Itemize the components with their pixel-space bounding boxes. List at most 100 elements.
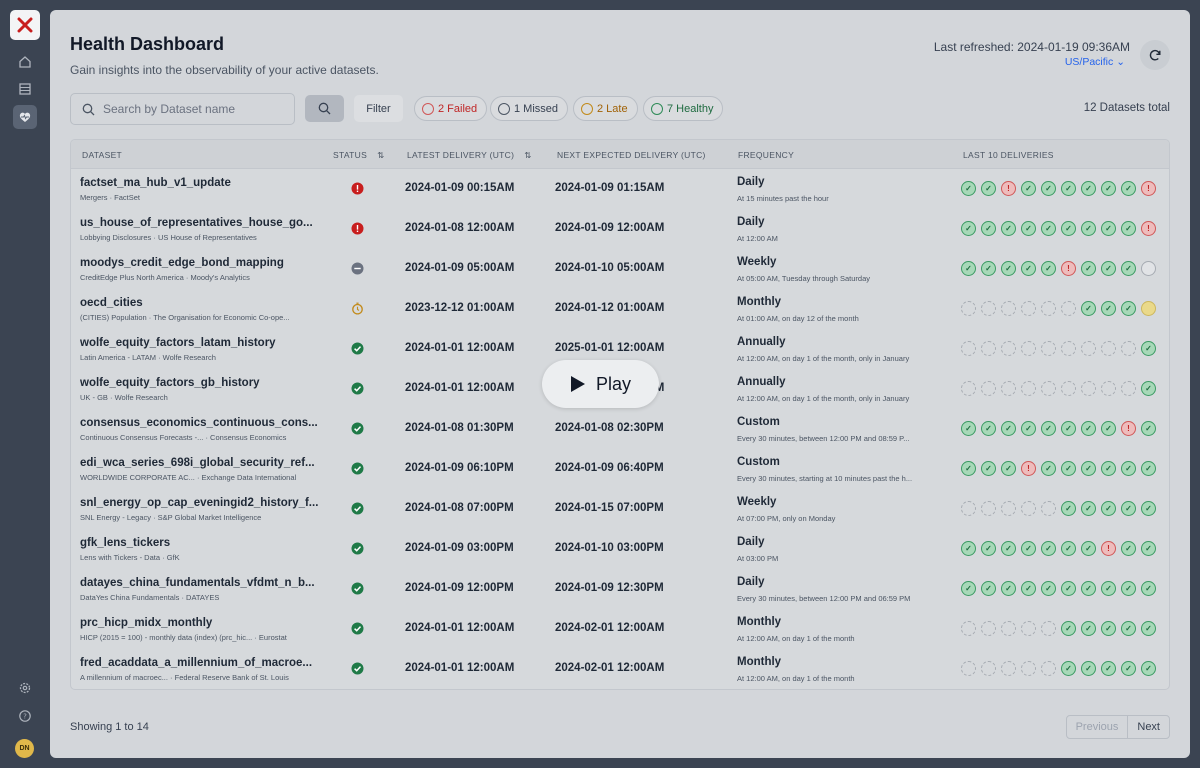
delivery-ok-icon[interactable]: ✓	[1081, 621, 1096, 636]
delivery-empty-icon[interactable]	[961, 341, 976, 356]
delivery-ok-icon[interactable]: ✓	[1061, 581, 1076, 596]
delivery-ok-icon[interactable]: ✓	[1001, 461, 1016, 476]
delivery-ok-icon[interactable]: ✓	[1121, 621, 1136, 636]
delivery-empty-icon[interactable]	[961, 301, 976, 316]
delivery-ok-icon[interactable]: ✓	[1141, 341, 1156, 356]
delivery-ok-icon[interactable]: ✓	[961, 461, 976, 476]
delivery-empty-icon[interactable]	[981, 501, 996, 516]
search-button[interactable]	[305, 95, 344, 122]
delivery-empty-icon[interactable]	[1081, 341, 1096, 356]
delivery-ok-icon[interactable]: ✓	[1141, 461, 1156, 476]
delivery-empty-icon[interactable]	[1041, 661, 1056, 676]
delivery-empty-icon[interactable]	[1061, 341, 1076, 356]
delivery-empty-icon[interactable]	[1001, 301, 1016, 316]
chip-missed[interactable]: 1 Missed	[490, 96, 569, 121]
table-row[interactable]: datayes_china_fundamentals_vfdmt_n_b... D…	[71, 569, 1169, 609]
delivery-ok-icon[interactable]: ✓	[1121, 221, 1136, 236]
table-row[interactable]: gfk_lens_tickers Lens with Tickers - Data…	[71, 529, 1169, 569]
delivery-empty-icon[interactable]	[1021, 301, 1036, 316]
delivery-empty-icon[interactable]	[961, 501, 976, 516]
delivery-ok-icon[interactable]: ✓	[1061, 621, 1076, 636]
delivery-empty-icon[interactable]	[1021, 661, 1036, 676]
delivery-ok-icon[interactable]: ✓	[1121, 181, 1136, 196]
delivery-ok-icon[interactable]: ✓	[1121, 301, 1136, 316]
delivery-ok-icon[interactable]: ✓	[1081, 301, 1096, 316]
delivery-ok-icon[interactable]: ✓	[961, 221, 976, 236]
delivery-empty-icon[interactable]	[981, 381, 996, 396]
table-row[interactable]: wolfe_equity_factors_latam_history Latin …	[71, 329, 1169, 369]
delivery-fail-icon[interactable]: !	[1021, 461, 1036, 476]
delivery-ok-icon[interactable]: ✓	[1121, 581, 1136, 596]
delivery-ok-icon[interactable]: ✓	[1001, 581, 1016, 596]
delivery-ok-icon[interactable]: ✓	[1101, 421, 1116, 436]
chip-healthy[interactable]: 7 Healthy	[643, 96, 724, 121]
delivery-ok-icon[interactable]: ✓	[961, 421, 976, 436]
delivery-ok-icon[interactable]: ✓	[981, 221, 996, 236]
table-row[interactable]: oecd_cities (CITIES) Population · The Org…	[71, 289, 1169, 329]
delivery-ok-icon[interactable]: ✓	[1041, 581, 1056, 596]
delivery-ok-icon[interactable]: ✓	[1081, 661, 1096, 676]
delivery-empty-icon[interactable]	[1001, 381, 1016, 396]
delivery-ok-icon[interactable]: ✓	[981, 581, 996, 596]
delivery-late-icon[interactable]	[1141, 301, 1156, 316]
delivery-empty-icon[interactable]	[1041, 341, 1056, 356]
settings-gear-icon[interactable]	[13, 676, 37, 700]
delivery-ok-icon[interactable]: ✓	[1101, 221, 1116, 236]
delivery-ok-icon[interactable]: ✓	[1121, 541, 1136, 556]
delivery-empty-icon[interactable]	[1101, 381, 1116, 396]
dataset-name[interactable]: fred_acaddata_a_millennium_of_macroe...	[80, 657, 313, 669]
delivery-empty-icon[interactable]	[1101, 341, 1116, 356]
delivery-ok-icon[interactable]: ✓	[1001, 261, 1016, 276]
timezone-select[interactable]: US/Pacific ⌄	[1065, 56, 1125, 68]
delivery-empty-icon[interactable]	[1061, 381, 1076, 396]
delivery-fail-icon[interactable]: !	[1061, 261, 1076, 276]
delivery-ok-icon[interactable]: ✓	[1081, 261, 1096, 276]
delivery-ok-icon[interactable]: ✓	[1061, 501, 1076, 516]
delivery-ok-icon[interactable]: ✓	[1101, 461, 1116, 476]
dataset-name[interactable]: gfk_lens_tickers	[80, 537, 171, 549]
delivery-ok-icon[interactable]: ✓	[1101, 501, 1116, 516]
dataset-name[interactable]: factset_ma_hub_v1_update	[80, 177, 231, 189]
delivery-ok-icon[interactable]: ✓	[1061, 541, 1076, 556]
delivery-ok-icon[interactable]: ✓	[1001, 421, 1016, 436]
delivery-fail-icon[interactable]: !	[1121, 421, 1136, 436]
delivery-empty-icon[interactable]	[1001, 501, 1016, 516]
delivery-empty-icon[interactable]	[1021, 501, 1036, 516]
dataset-name[interactable]: wolfe_equity_factors_latam_history	[80, 337, 276, 349]
chip-late[interactable]: 2 Late	[573, 96, 638, 121]
delivery-ok-icon[interactable]: ✓	[961, 581, 976, 596]
delivery-ok-icon[interactable]: ✓	[1061, 181, 1076, 196]
delivery-empty-icon[interactable]	[981, 621, 996, 636]
delivery-ok-icon[interactable]: ✓	[961, 261, 976, 276]
home-icon[interactable]	[13, 50, 37, 74]
delivery-ok-icon[interactable]: ✓	[1101, 261, 1116, 276]
delivery-empty-icon[interactable]	[981, 661, 996, 676]
delivery-empty-icon[interactable]	[961, 381, 976, 396]
delivery-fail-icon[interactable]: !	[1101, 541, 1116, 556]
table-row[interactable]: edi_wca_series_698i_global_security_ref.…	[71, 449, 1169, 489]
delivery-ok-icon[interactable]: ✓	[1141, 661, 1156, 676]
delivery-ok-icon[interactable]: ✓	[1001, 221, 1016, 236]
delivery-ok-icon[interactable]: ✓	[981, 261, 996, 276]
delivery-ok-icon[interactable]: ✓	[1041, 461, 1056, 476]
delivery-ok-icon[interactable]: ✓	[1121, 661, 1136, 676]
delivery-empty-icon[interactable]	[1021, 381, 1036, 396]
delivery-ok-icon[interactable]: ✓	[1121, 461, 1136, 476]
delivery-ok-icon[interactable]: ✓	[981, 541, 996, 556]
table-row[interactable]: prc_hicp_midx_monthly HICP (2015 = 100) -…	[71, 609, 1169, 649]
delivery-ok-icon[interactable]: ✓	[1021, 221, 1036, 236]
delivery-ok-icon[interactable]: ✓	[1041, 221, 1056, 236]
delivery-ok-icon[interactable]: ✓	[1041, 261, 1056, 276]
search-field[interactable]	[70, 93, 295, 125]
delivery-empty-icon[interactable]	[1121, 341, 1136, 356]
delivery-ok-icon[interactable]: ✓	[1121, 501, 1136, 516]
delivery-ok-icon[interactable]: ✓	[1101, 301, 1116, 316]
delivery-ok-icon[interactable]: ✓	[1121, 261, 1136, 276]
delivery-ok-icon[interactable]: ✓	[1141, 541, 1156, 556]
delivery-ok-icon[interactable]: ✓	[1081, 461, 1096, 476]
delivery-ok-icon[interactable]: ✓	[1101, 581, 1116, 596]
refresh-button[interactable]	[1140, 40, 1170, 70]
table-row[interactable]: moodys_credit_edge_bond_mapping CreditEdg…	[71, 249, 1169, 289]
delivery-ok-icon[interactable]: ✓	[1021, 421, 1036, 436]
catalog-icon[interactable]	[13, 77, 37, 101]
